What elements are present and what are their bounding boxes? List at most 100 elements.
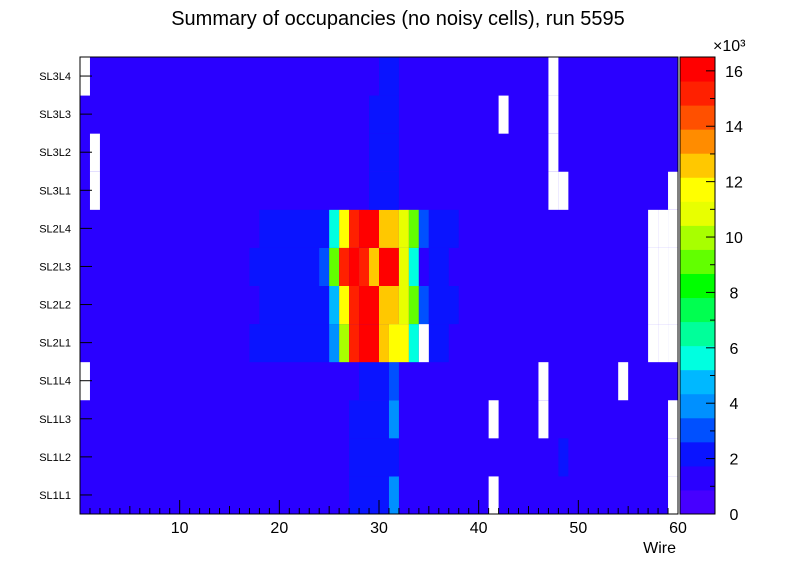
cell	[379, 247, 399, 286]
empty-cell	[658, 209, 669, 248]
x-tick-label: 60	[669, 520, 687, 537]
color-band	[680, 441, 715, 467]
cell	[339, 247, 350, 286]
y-tick-label: SL2L2	[39, 300, 71, 312]
cell	[349, 247, 360, 286]
cell	[388, 323, 409, 363]
color-band	[680, 81, 715, 106]
cell	[558, 437, 569, 477]
cell	[369, 133, 399, 172]
cell	[329, 323, 340, 363]
color-band	[680, 465, 715, 491]
color-band	[680, 129, 715, 154]
cell	[398, 247, 409, 286]
z-tick-label: 0	[730, 507, 739, 524]
z-tick-label: 2	[730, 452, 739, 469]
x-tick-label: 20	[270, 520, 288, 537]
empty-cell	[548, 57, 559, 96]
cell	[398, 285, 409, 325]
empty-cell	[668, 475, 678, 515]
cell	[329, 285, 340, 325]
y-tick-label: SL2L4	[39, 223, 71, 235]
cell	[379, 209, 399, 248]
cell	[379, 57, 399, 96]
cell	[339, 209, 350, 248]
empty-cell	[648, 285, 659, 325]
empty-cell	[648, 323, 659, 363]
empty-cell	[89, 133, 100, 172]
cell	[339, 323, 350, 363]
y-axis: SL1L1 SL1L2 SL1L3 SL1L4 SL2L1 SL2L2 SL2L3 SL2L4…	[39, 71, 92, 502]
color-band	[680, 369, 715, 395]
empty-cell	[658, 323, 669, 363]
empty-cell	[548, 133, 559, 172]
empty-cell	[488, 475, 499, 515]
y-tick-label: SL1L4	[39, 376, 71, 388]
chart-title: Summary of occupancies (no noisy cells),…	[171, 8, 625, 30]
cell	[408, 209, 419, 248]
cell	[418, 285, 429, 325]
empty-cell	[498, 95, 509, 134]
cell	[369, 95, 399, 134]
cell	[428, 209, 459, 248]
cell	[428, 247, 449, 286]
color-band	[680, 225, 715, 250]
color-band	[680, 321, 715, 347]
color-band	[680, 273, 715, 299]
x-tick-label: 30	[370, 520, 388, 537]
cell	[349, 323, 360, 363]
empty-cell	[548, 95, 559, 134]
y-tick-label: SL2L1	[39, 338, 71, 350]
y-tick-label: SL1L3	[39, 414, 71, 426]
cell	[319, 247, 330, 286]
cell	[398, 209, 409, 248]
y-tick-label: SL3L4	[39, 71, 71, 83]
empty-cell	[658, 247, 669, 286]
empty-cell	[488, 399, 499, 439]
cell	[388, 475, 399, 515]
empty-cell	[668, 209, 678, 248]
color-band	[680, 249, 715, 274]
empty-cell	[548, 171, 559, 210]
cell	[408, 247, 419, 286]
z-tick-label: 8	[730, 285, 739, 302]
z-tick-label: 6	[730, 341, 739, 358]
empty-cell	[418, 323, 429, 363]
y-tick-label: SL3L2	[39, 147, 71, 159]
color-scale-border	[679, 56, 716, 515]
cell	[408, 285, 419, 325]
cell	[408, 323, 419, 363]
empty-cell	[538, 399, 549, 439]
empty-cell	[668, 247, 678, 286]
color-band	[680, 345, 715, 371]
y-tick-label: SL3L1	[39, 185, 71, 197]
y-tick-label: SL1L1	[39, 490, 71, 502]
cell	[359, 285, 379, 325]
cell	[259, 209, 330, 248]
empty-cell	[89, 171, 100, 210]
color-band	[680, 297, 715, 323]
cell	[339, 285, 350, 325]
cell	[249, 247, 320, 286]
x-axis: 10 20 30 40 50 60	[89, 500, 687, 537]
cell	[359, 323, 379, 363]
color-band	[680, 201, 715, 226]
heatmap-cells	[80, 57, 678, 515]
cell	[359, 361, 389, 401]
color-band	[680, 153, 715, 178]
empty-cell	[668, 323, 678, 363]
color-band	[680, 57, 715, 82]
empty-cell	[658, 285, 669, 325]
cell	[428, 285, 459, 325]
y-tick-label: SL3L3	[39, 109, 71, 121]
color-band	[680, 393, 715, 419]
empty-cell	[618, 361, 629, 401]
z-tick-label: 14	[725, 119, 743, 136]
cell	[379, 323, 389, 363]
cell	[359, 209, 379, 248]
empty-cell	[538, 361, 549, 401]
cell	[369, 247, 379, 286]
z-tick-label: 4	[730, 396, 739, 413]
z-tick-label: 12	[725, 175, 743, 192]
